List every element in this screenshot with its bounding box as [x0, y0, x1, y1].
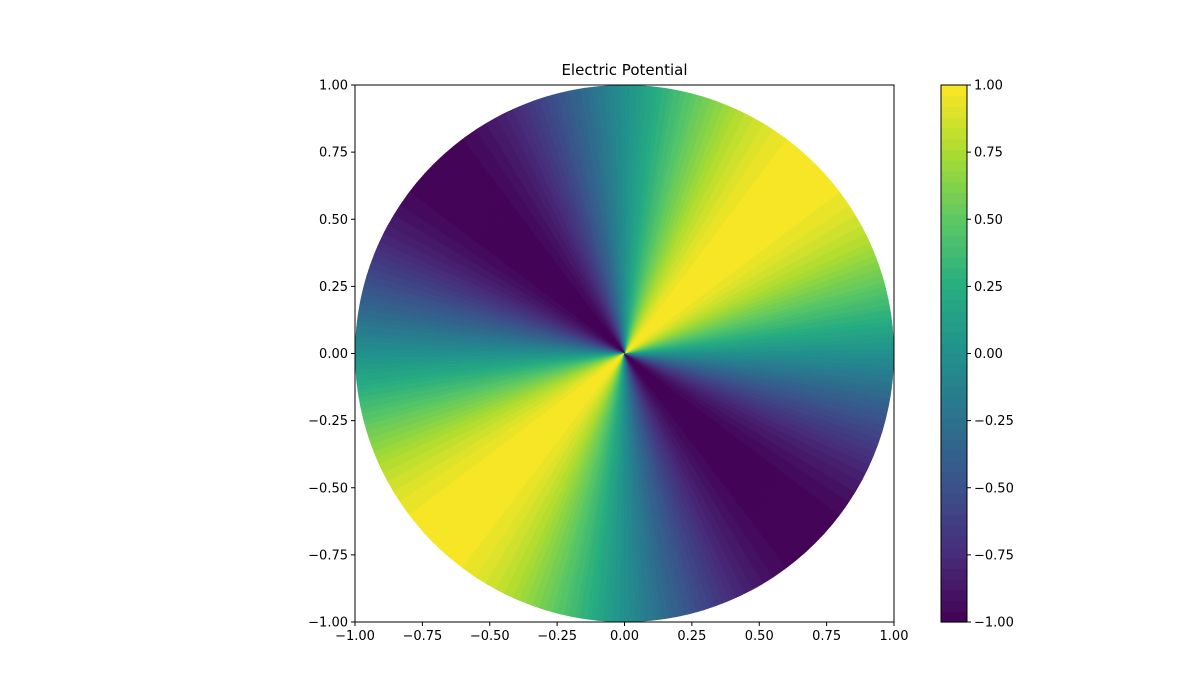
- colorbar-tick-label: 0.50: [974, 213, 1003, 228]
- x-tick-label: −0.75: [402, 629, 442, 644]
- potential-disk: [355, 85, 894, 622]
- colorbar-segment: [941, 299, 967, 312]
- colorbar-segment: [941, 138, 967, 151]
- x-tick-label: 0.75: [812, 629, 841, 644]
- colorbar-segment: [941, 579, 967, 591]
- y-tick-label: −0.75: [308, 548, 348, 563]
- colorbar-segment: [941, 536, 967, 548]
- colorbar-segment: [941, 568, 967, 580]
- colorbar-axis: −1.00 −0.75 −0.50 −0.25 0.00 0.25 0.50 0.75 1.00: [967, 79, 1014, 631]
- colorbar-segment: [941, 600, 967, 612]
- x-tick-label: 0.50: [745, 629, 774, 644]
- colorbar-segment: [941, 557, 967, 569]
- colorbar-segment: [941, 589, 967, 602]
- colorbar-segment: [941, 396, 967, 408]
- y-tick-label: −1.00: [308, 616, 348, 631]
- colorbar-segment: [941, 342, 967, 355]
- colorbar-segment: [941, 170, 967, 183]
- colorbar-segment: [941, 417, 967, 430]
- colorbar-segment: [941, 192, 967, 204]
- y-tick-label: −0.25: [308, 414, 348, 429]
- colorbar-segment: [941, 503, 967, 516]
- colorbar-segment: [941, 428, 967, 441]
- colorbar-tick-label: 1.00: [974, 79, 1003, 94]
- colorbar-tick-label: 0.75: [974, 146, 1003, 161]
- colorbar-segment: [941, 213, 967, 226]
- plot-area: [355, 85, 894, 622]
- colorbar-segment: [941, 289, 967, 301]
- colorbar-segment: [941, 460, 967, 473]
- colorbar-segment: [941, 181, 967, 193]
- colorbar-segment: [941, 321, 967, 333]
- colorbar-segment: [941, 127, 967, 140]
- y-tick-label: 1.00: [319, 79, 348, 94]
- colorbar-segment: [941, 374, 967, 387]
- y-tick-label: 0.00: [319, 347, 348, 362]
- y-tick-label: 0.50: [319, 213, 348, 228]
- colorbar-segment: [941, 224, 967, 236]
- colorbar-tick-label: 0.25: [974, 280, 1003, 295]
- colorbar-segment: [941, 246, 967, 258]
- colorbar-segment: [941, 611, 967, 623]
- colorbar-segment: [941, 160, 967, 172]
- colorbar-segment: [941, 235, 967, 247]
- colorbar-segment: [941, 106, 967, 118]
- colorbar-tick-label: 0.00: [974, 347, 1003, 362]
- colorbar-segment: [941, 149, 967, 161]
- colorbar-segment: [941, 278, 967, 290]
- colorbar-segment: [941, 203, 967, 215]
- colorbar-tick-label: −1.00: [974, 616, 1014, 631]
- colorbar-segment: [941, 117, 967, 129]
- x-tick-label: −0.50: [470, 629, 510, 644]
- x-axis: −1.00 −0.75 −0.50 −0.25 0.00 0.25 0.50 0.75 1.00: [335, 622, 908, 644]
- colorbar-segment: [941, 482, 967, 494]
- colorbar-segment: [941, 256, 967, 269]
- colorbar-segment: [941, 450, 967, 462]
- colorbar-segment: [941, 407, 967, 419]
- colorbar-segment: [941, 85, 967, 97]
- colorbar-segment: [941, 525, 967, 537]
- colorbar-segment: [941, 95, 967, 108]
- x-tick-label: 1.00: [880, 629, 909, 644]
- contour-wedge: [624, 353, 894, 357]
- colorbar-segment: [941, 310, 967, 322]
- colorbar-segment: [941, 471, 967, 483]
- colorbar-tick-label: −0.50: [974, 481, 1014, 496]
- colorbar-segment: [941, 439, 967, 451]
- colorbar: [941, 85, 967, 623]
- colorbar-segment: [941, 364, 967, 376]
- colorbar-tick-label: −0.75: [974, 548, 1014, 563]
- colorbar-segment: [941, 493, 967, 505]
- colorbar-segment: [941, 546, 967, 559]
- y-tick-label: −0.50: [308, 481, 348, 496]
- x-tick-label: 0.00: [610, 629, 639, 644]
- colorbar-segment: [941, 332, 967, 344]
- y-tick-label: 0.25: [319, 280, 348, 295]
- colorbar-segment: [941, 385, 967, 398]
- x-tick-label: −0.25: [537, 629, 577, 644]
- colorbar-segment: [941, 267, 967, 279]
- y-tick-label: 0.75: [319, 146, 348, 161]
- x-tick-label: −1.00: [335, 629, 375, 644]
- y-axis: −1.00 −0.75 −0.50 −0.25 0.00 0.25 0.50 0.75 1.00: [308, 79, 355, 631]
- x-tick-label: 0.25: [677, 629, 706, 644]
- colorbar-segment: [941, 353, 967, 365]
- colorbar-segment: [941, 514, 967, 526]
- colorbar-tick-label: −0.25: [974, 414, 1014, 429]
- chart-title: Electric Potential: [561, 61, 687, 79]
